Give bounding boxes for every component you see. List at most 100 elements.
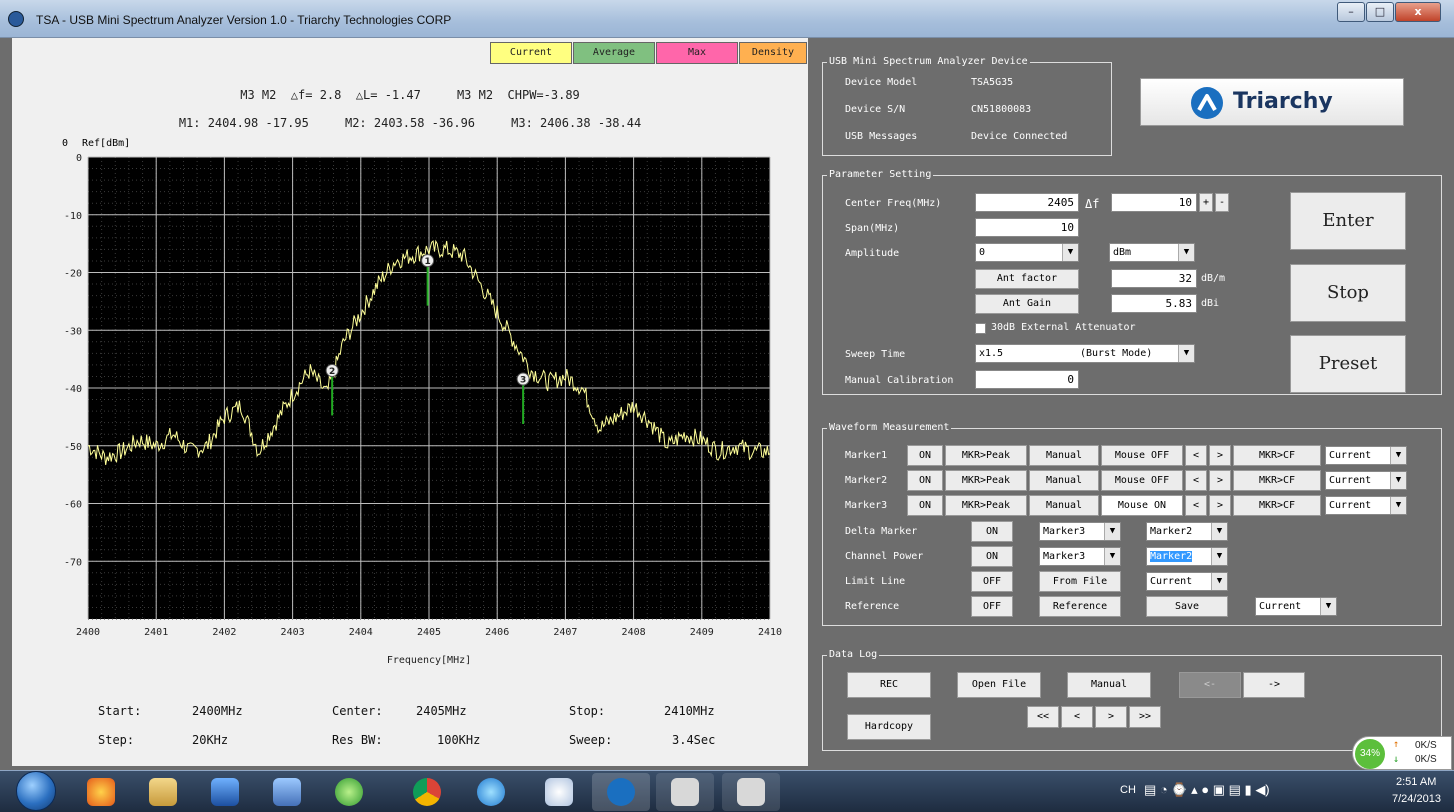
marker2-trace-select[interactable]: Current ▼ (1325, 471, 1407, 490)
delta-marker-on-button[interactable]: ON (971, 521, 1013, 542)
sweep-time-select[interactable]: x1.5 (Burst Mode) ▼ (975, 344, 1195, 363)
channel-power-b-select[interactable]: Marker2 ▼ (1146, 547, 1228, 566)
x-tick-label: 2403 (281, 627, 305, 638)
attenuator-checkbox[interactable] (975, 323, 986, 334)
delta-marker-a-select[interactable]: Marker3 ▼ (1039, 522, 1121, 541)
rec-button[interactable]: REC (847, 672, 931, 698)
taskbar-ti-1[interactable] (656, 773, 714, 811)
delta-minus-button[interactable]: - (1215, 193, 1229, 212)
marker3-left-button[interactable]: < (1185, 495, 1207, 516)
marker2-cf-button[interactable]: MKR>CF (1233, 470, 1321, 491)
datalog-manual-button[interactable]: Manual (1067, 672, 1151, 698)
marker3-on-button[interactable]: ON (907, 495, 943, 516)
delta-marker-b-select[interactable]: Marker2 ▼ (1146, 522, 1228, 541)
taskbar-chrome[interactable] (398, 773, 456, 811)
delta-f-input[interactable]: 10 (1111, 193, 1197, 212)
preset-button[interactable]: Preset (1290, 335, 1406, 393)
marker3-peak-button[interactable]: MKR>Peak (945, 495, 1027, 516)
taskbar-paint[interactable] (530, 773, 588, 811)
tab-density[interactable]: Density (739, 42, 807, 64)
marker2-manual-button[interactable]: Manual (1029, 470, 1099, 491)
reference-button[interactable]: Reference (1039, 596, 1121, 617)
close-button[interactable]: x (1395, 2, 1441, 22)
ant-gain-input[interactable]: 5.83 (1111, 294, 1197, 313)
marker-1-dot (421, 254, 435, 268)
marker3-cf-button[interactable]: MKR>CF (1233, 495, 1321, 516)
parameter-group-title: Parameter Setting (827, 169, 934, 180)
span-input[interactable]: 10 (975, 218, 1079, 237)
limit-trace-select[interactable]: Current ▼ (1146, 572, 1228, 591)
browser-icon (335, 778, 363, 806)
marker2-right-button[interactable]: > (1209, 470, 1231, 491)
stop-button[interactable]: Stop (1290, 264, 1406, 322)
marker3-manual-button[interactable]: Manual (1029, 495, 1099, 516)
taskbar-ti-2[interactable] (722, 773, 780, 811)
marker3-mouse-button[interactable]: Mouse ON (1101, 495, 1183, 516)
delta-plus-button[interactable]: + (1199, 193, 1213, 212)
amplitude-select[interactable]: 0 ▼ (975, 243, 1079, 262)
hardcopy-button[interactable]: Hardcopy (847, 714, 931, 740)
ti-icon (671, 778, 699, 806)
network-speed-widget[interactable]: 34% ↑ ↓ 0K/S 0K/S (1352, 736, 1452, 770)
datalog-forward-button[interactable]: > (1095, 706, 1127, 728)
taskbar-app-1[interactable] (72, 773, 130, 811)
datalog-last-button[interactable]: >> (1129, 706, 1161, 728)
minimize-button[interactable]: – (1337, 2, 1365, 22)
center-freq-label: Center Freq(MHz) (845, 198, 942, 209)
marker1-mouse-button[interactable]: Mouse OFF (1101, 445, 1183, 466)
tray-icons[interactable]: ▤ ◔ ⌚ ▴ ● ▣ ▤ ▮ ◀) (1144, 782, 1270, 797)
marker2-on-button[interactable]: ON (907, 470, 943, 491)
marker2-mouse-button[interactable]: Mouse OFF (1101, 470, 1183, 491)
channel-power-a-select[interactable]: Marker3 ▼ (1039, 547, 1121, 566)
marker1-cf-button[interactable]: MKR>CF (1233, 445, 1321, 466)
channel-power-label: Channel Power (845, 551, 924, 562)
taskbar-app-4[interactable] (258, 773, 316, 811)
enter-button[interactable]: Enter (1290, 192, 1406, 250)
tab-average[interactable]: Average (573, 42, 655, 64)
datalog-prev-button[interactable]: <- (1179, 672, 1241, 698)
marker-1-label: 1 (425, 257, 431, 267)
marker3-trace-select[interactable]: Current ▼ (1325, 496, 1407, 515)
amplitude-unit-select[interactable]: dBm ▼ (1109, 243, 1195, 262)
marker1-trace-select[interactable]: Current ▼ (1325, 446, 1407, 465)
channel-power-on-button[interactable]: ON (971, 546, 1013, 567)
datalog-back-button[interactable]: < (1061, 706, 1093, 728)
marker1-right-button[interactable]: > (1209, 445, 1231, 466)
ant-factor-input[interactable]: 32 (1111, 269, 1197, 288)
datalog-first-button[interactable]: << (1027, 706, 1059, 728)
limit-from-file-button[interactable]: From File (1039, 571, 1121, 592)
datalog-next-button[interactable]: -> (1243, 672, 1305, 698)
spectrum-chart[interactable]: 2400 2401 2402 2403 2404 2405 2406 2407 2408 2409… (12, 38, 808, 766)
reference-trace-select[interactable]: Current ▼ (1255, 597, 1337, 616)
reference-save-button[interactable]: Save (1146, 596, 1228, 617)
taskbar-explorer[interactable] (134, 773, 192, 811)
open-file-button[interactable]: Open File (957, 672, 1041, 698)
ant-factor-button[interactable]: Ant factor (975, 269, 1079, 289)
center-freq-input[interactable]: 2405 (975, 193, 1079, 212)
ant-gain-button[interactable]: Ant Gain (975, 294, 1079, 314)
marker1-left-button[interactable]: < (1185, 445, 1207, 466)
ime-indicator[interactable]: CH (1120, 784, 1136, 796)
tab-max[interactable]: Max (656, 42, 738, 64)
clock-date[interactable]: 7/24/2013 (1392, 793, 1441, 805)
marker1-on-button[interactable]: ON (907, 445, 943, 466)
marker3-label: Marker3 (845, 500, 888, 511)
taskbar-media[interactable] (196, 773, 254, 811)
marker3-right-button[interactable]: > (1209, 495, 1231, 516)
marker1-peak-button[interactable]: MKR>Peak (945, 445, 1027, 466)
clock-time[interactable]: 2:51 AM (1396, 776, 1437, 788)
taskbar-app-5[interactable] (320, 773, 378, 811)
chrome-icon (413, 778, 441, 806)
marker1-manual-button[interactable]: Manual (1029, 445, 1099, 466)
tab-current[interactable]: Current (490, 42, 572, 64)
marker2-left-button[interactable]: < (1185, 470, 1207, 491)
start-button[interactable] (16, 771, 56, 811)
manual-calibration-input[interactable]: 0 (975, 370, 1079, 389)
taskbar-ie[interactable] (462, 773, 520, 811)
maximize-button[interactable]: □ (1366, 2, 1394, 22)
marker2-peak-button[interactable]: MKR>Peak (945, 470, 1027, 491)
limit-line-off-button[interactable]: OFF (971, 571, 1013, 592)
taskbar-tsa[interactable] (592, 773, 650, 811)
y-tick-label: -20 (64, 269, 82, 280)
reference-off-button[interactable]: OFF (971, 596, 1013, 617)
